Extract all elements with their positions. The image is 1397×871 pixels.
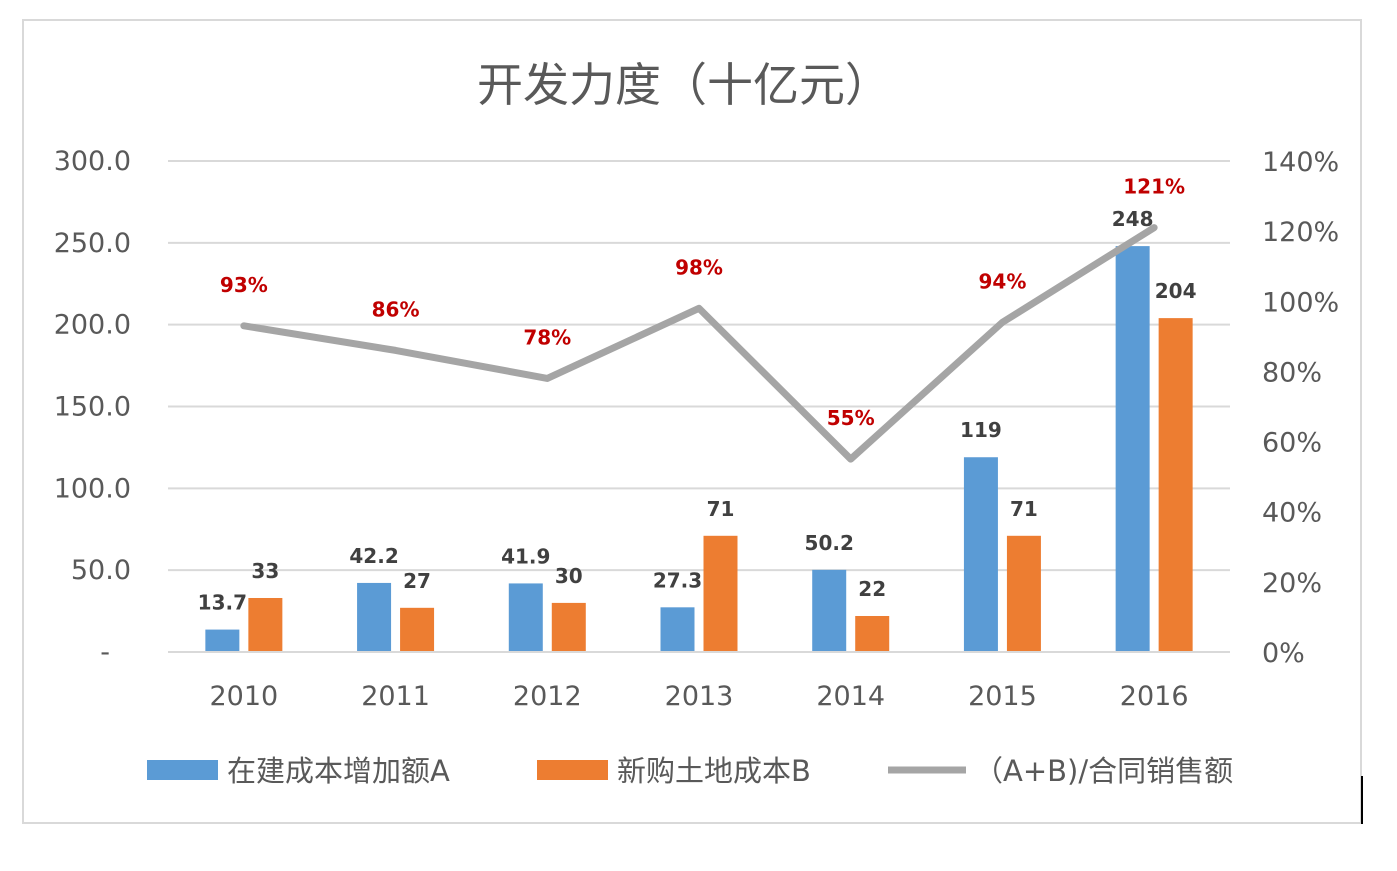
ratio-line	[240, 224, 1158, 463]
bar-a-label: 50.2	[805, 531, 854, 555]
ratio-label: 94%	[978, 269, 1026, 293]
bar-a-label: 27.3	[653, 568, 702, 592]
bar-a	[660, 607, 695, 652]
y-left-tick-label: 100.0	[54, 473, 131, 504]
bar-a	[357, 582, 392, 652]
x-tick-label: 2015	[968, 681, 1037, 712]
bar-b-label: 22	[858, 577, 886, 601]
bar-b-label: 71	[1010, 497, 1038, 521]
bar-a	[508, 583, 543, 652]
x-tick-label: 2010	[209, 681, 278, 712]
y-left-tick-label: -	[100, 637, 110, 668]
x-tick-label: 2013	[665, 681, 734, 712]
bar-b	[1006, 535, 1041, 652]
bar-b-label: 33	[251, 559, 279, 583]
y-left-tick-label: 150.0	[54, 392, 131, 423]
bar-b-label: 27	[403, 569, 431, 593]
bar-b	[400, 607, 435, 652]
y-right-tick-label: 20%	[1262, 568, 1322, 599]
bar-a	[205, 629, 240, 652]
x-tick-label: 2012	[513, 681, 582, 712]
bar-b-label: 71	[707, 497, 735, 521]
ratio-label: 55%	[827, 406, 875, 430]
y-left-tick-label: 50.0	[71, 555, 131, 586]
bar-b-label: 30	[555, 564, 583, 588]
y-right-tick-label: 60%	[1262, 428, 1322, 459]
ratio-label: 121%	[1123, 175, 1185, 199]
ratio-label: 86%	[372, 297, 420, 321]
y-right-tick-label: 40%	[1262, 498, 1322, 529]
y-left-tick-label: 250.0	[54, 228, 131, 259]
y-axis-left: - 50.0 100.0 150.0 200.0 250.0 300.0	[54, 146, 131, 668]
y-right-tick-label: 80%	[1262, 357, 1322, 388]
y-left-tick-label: 200.0	[54, 310, 131, 341]
bar-a-label: 248	[1112, 207, 1154, 231]
x-axis: 2010 2011 2012 2013 2014 2015 2016	[168, 651, 1230, 712]
bar-a-label: 41.9	[501, 544, 550, 568]
y-right-tick-label: 100%	[1262, 287, 1339, 318]
bar-a-label: 119	[960, 418, 1002, 442]
ratio-label: 93%	[220, 273, 268, 297]
legend-label: （A+B)/合同销售额	[974, 754, 1233, 788]
bar-b	[551, 602, 586, 652]
y-right-tick-label: 0%	[1262, 638, 1305, 669]
legend-label: 在建成本增加额A	[227, 754, 450, 788]
y-axis-right: 0% 20% 40% 60% 80% 100% 120% 140%	[1262, 147, 1339, 669]
x-tick-label: 2011	[361, 681, 430, 712]
bar-a	[1115, 246, 1150, 652]
ratio-label: 78%	[523, 325, 571, 349]
text-cursor	[1361, 776, 1363, 824]
bar-a-label: 42.2	[349, 544, 398, 568]
y-left-tick-label: 300.0	[54, 146, 131, 177]
x-tick-label: 2016	[1120, 681, 1189, 712]
y-right-tick-label: 120%	[1262, 217, 1339, 248]
bar-b	[703, 535, 738, 652]
bar-a-label: 13.7	[198, 591, 247, 615]
chart-title: 开发力度（十亿元）	[477, 58, 891, 112]
y-right-tick-label: 140%	[1262, 147, 1339, 178]
line-series: 93% 86% 78% 98% 55% 94% 121%	[220, 175, 1185, 463]
legend-label: 新购土地成本B	[617, 754, 811, 788]
bar-a	[812, 569, 847, 652]
bar-b	[1158, 318, 1193, 652]
bar-b-label: 204	[1155, 279, 1197, 303]
legend: 在建成本增加额A 新购土地成本B （A+B)/合同销售额	[147, 754, 1233, 788]
bar-b	[855, 615, 890, 652]
x-tick-label: 2014	[816, 681, 885, 712]
ratio-label: 98%	[675, 255, 723, 279]
bar-a	[963, 457, 998, 652]
legend-swatch	[147, 760, 218, 780]
bar-series: 13.7 42.2 41.9 27.3 50.2 119 248 33 27 30 71 22 71 20…	[198, 207, 1197, 652]
bar-b	[248, 597, 283, 652]
legend-swatch	[537, 760, 608, 780]
